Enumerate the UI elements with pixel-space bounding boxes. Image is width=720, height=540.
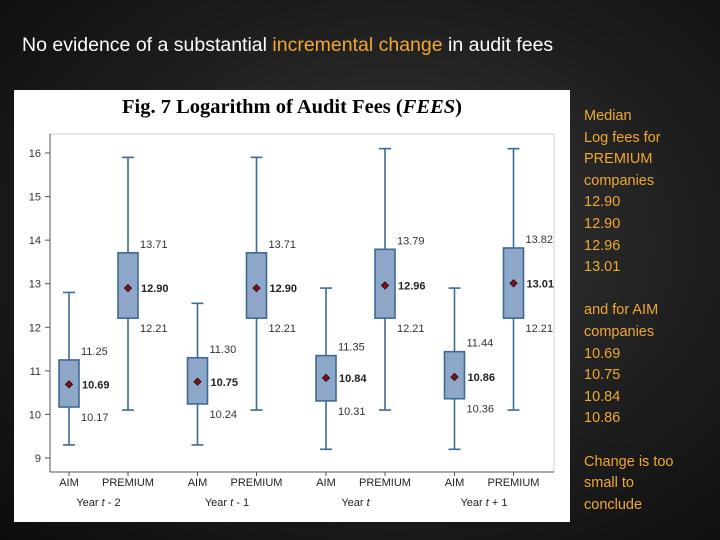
median-marker: [123, 283, 133, 293]
x-group-label: Year t - 1: [205, 497, 249, 509]
aim-heading-line: companies: [584, 323, 655, 340]
q1-label: 10.31: [338, 406, 366, 418]
q1-label: 12.21: [397, 323, 425, 335]
x-category-label: PREMIUM: [359, 477, 411, 489]
aim-median-value: 10.69: [584, 345, 621, 362]
notes-panel: Median Log fees for PREMIUM companies 12…: [584, 106, 714, 538]
x-category-label: PREMIUM: [231, 477, 283, 489]
x-group-label: Year t: [341, 497, 370, 509]
conclusion-line: Change is too: [584, 453, 674, 470]
slide-title: No evidence of a substantial incremental…: [22, 34, 712, 57]
premium-notes: Median Log fees for PREMIUM companies 12…: [584, 106, 714, 279]
premium-heading-line: PREMIUM: [584, 151, 653, 168]
y-tick-label: 11: [30, 366, 41, 378]
median-label: 12.90: [270, 283, 298, 295]
median-label: 10.69: [82, 379, 110, 391]
q3-label: 11.30: [210, 344, 237, 356]
aim-notes: and for AIM companies 10.69 10.75 10.84 …: [584, 300, 714, 430]
y-tick-label: 15: [29, 192, 41, 204]
x-category-label: AIM: [59, 477, 79, 489]
y-tick-label: 12: [29, 322, 41, 334]
premium-median-value: 13.01: [584, 259, 621, 276]
median-label: 12.96: [398, 280, 426, 292]
box-plot-figure: Fig. 7 Logarithm of Audit Fees (FEES) 9 10…: [14, 90, 570, 522]
x-group-label: Year t + 1: [460, 497, 507, 509]
box-plot-svg: Fig. 7 Logarithm of Audit Fees (FEES) 9 10…: [29, 96, 555, 509]
x-category-label: PREMIUM: [102, 477, 154, 489]
median-marker: [193, 377, 202, 386]
q3-label: 11.44: [467, 338, 494, 350]
q1-label: 12.21: [269, 323, 297, 335]
x-category-label: AIM: [316, 477, 336, 489]
q1-label: 10.36: [467, 404, 495, 416]
y-tick-label: 16: [29, 148, 41, 160]
median-label: 13.01: [527, 278, 555, 290]
title-text-pre: No evidence of a substantial: [22, 34, 273, 56]
q3-label: 13.71: [269, 239, 297, 251]
aim-median-value: 10.86: [584, 410, 621, 427]
premium-median-value: 12.96: [584, 237, 621, 254]
median-marker: [64, 380, 74, 389]
y-tick-label: 10: [29, 409, 41, 421]
q1-label: 12.21: [526, 323, 554, 335]
y-tick-label: 14: [29, 235, 41, 247]
x-group-label: Year t - 2: [76, 497, 120, 509]
aim-heading-line: and for AIM: [584, 302, 659, 319]
x-category-label: AIM: [445, 477, 465, 489]
q3-label: 13.79: [397, 235, 425, 247]
q3-label: 11.35: [338, 342, 365, 354]
premium-heading-line: Log fees for: [584, 129, 661, 146]
conclusion-notes: Change is too small to conclude: [584, 452, 714, 517]
title-text-highlight: incremental change: [272, 34, 443, 56]
chart-title: Fig. 7 Logarithm of Audit Fees (FEES): [122, 96, 462, 118]
aim-median-value: 10.75: [584, 367, 621, 384]
q1-label: 12.21: [140, 323, 168, 335]
median-marker: [509, 279, 518, 288]
median-marker: [252, 283, 261, 293]
y-tick-label: 9: [35, 453, 41, 465]
x-category-label: AIM: [188, 477, 208, 489]
median-label: 10.84: [339, 373, 367, 385]
aim-median-value: 10.84: [584, 388, 621, 405]
premium-median-value: 12.90: [584, 215, 621, 232]
q1-label: 10.24: [210, 409, 238, 421]
y-tick-label: 13: [29, 279, 41, 291]
median-label: 12.90: [141, 283, 169, 295]
premium-heading-line: Median: [584, 108, 632, 124]
q3-label: 13.82: [526, 234, 554, 246]
median-marker: [450, 372, 459, 382]
median-marker: [321, 373, 331, 382]
x-category-label: PREMIUM: [488, 477, 540, 489]
premium-median-value: 12.90: [584, 194, 621, 211]
median-label: 10.86: [468, 372, 496, 384]
median-marker: [380, 281, 390, 290]
q3-label: 13.71: [140, 239, 168, 251]
q1-label: 10.17: [81, 412, 109, 424]
title-text-post: in audit fees: [442, 34, 554, 56]
conclusion-line: conclude: [584, 496, 643, 513]
q3-label: 11.25: [81, 346, 108, 358]
median-label: 10.75: [211, 377, 239, 389]
conclusion-line: small to: [584, 475, 634, 492]
premium-heading-line: companies: [584, 172, 655, 189]
